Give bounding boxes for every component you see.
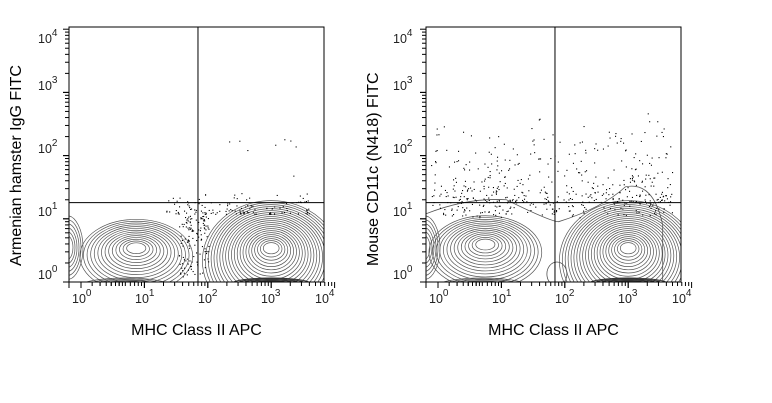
x-tick-right-2: 102 [555, 288, 575, 307]
axis-ticks [63, 28, 336, 288]
x-tick-left-2: 102 [198, 288, 218, 307]
y-axis-label-left: Armenian hamster IgG FITC [8, 65, 25, 266]
x-tick-left-1: 101 [135, 288, 155, 307]
event-dots [166, 139, 310, 278]
plot-panel-left: Armenian hamster IgG FITC MHC Class II A… [0, 0, 380, 403]
x-tick-left-0: 100 [72, 288, 92, 307]
y-tick-left-0: 100 [38, 264, 58, 283]
x-tick-right-3: 103 [618, 288, 638, 307]
y-tick-right-3: 103 [393, 75, 413, 94]
x-tick-left-3: 103 [261, 288, 281, 307]
y-tick-left-2: 102 [38, 138, 58, 157]
plot-frame [68, 26, 325, 283]
y-tick-left-1: 101 [38, 201, 58, 220]
y-tick-right-1: 101 [393, 201, 413, 220]
y-tick-right-4: 104 [393, 28, 413, 47]
x-tick-right-1: 101 [492, 288, 512, 307]
contour-layer [426, 185, 681, 282]
y-tick-right-0: 100 [393, 264, 413, 283]
x-tick-left-4: 104 [315, 288, 335, 307]
plot-area-right [420, 26, 693, 288]
x-tick-right-0: 100 [429, 288, 449, 307]
y-tick-right-2: 102 [393, 138, 413, 157]
plot-panel-right: Mouse CD11c (N418) FITC MHC Class II APC… [357, 0, 737, 403]
plot-frame [425, 26, 682, 283]
x-axis-label-left: MHC Class II APC [131, 322, 262, 339]
y-axis-label-right: Mouse CD11c (N418) FITC [365, 72, 382, 266]
plot-area-left [63, 26, 336, 288]
axis-ticks [420, 28, 693, 288]
y-tick-left-4: 104 [38, 28, 58, 47]
y-tick-left-3: 103 [38, 75, 58, 94]
x-axis-label-right: MHC Class II APC [488, 322, 619, 339]
x-tick-right-4: 104 [672, 288, 692, 307]
contour-layer [69, 200, 324, 282]
